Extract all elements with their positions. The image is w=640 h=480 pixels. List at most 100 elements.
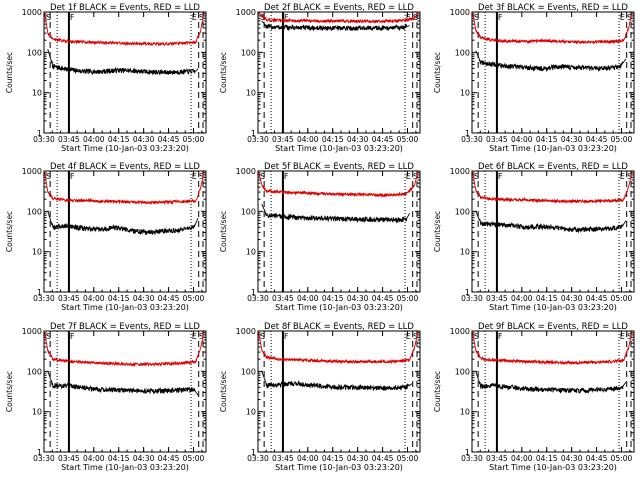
x-tick-label: 04:30: [133, 454, 155, 463]
start-marker-label: S: [474, 332, 479, 341]
axes-frame: [257, 170, 421, 293]
entry-marker-label: E: [406, 172, 411, 181]
flag-marker-label: F: [284, 172, 289, 181]
y-tick-label: 100: [241, 207, 256, 216]
x-tick-label: 04:00: [511, 294, 533, 303]
y-tick-label: 1: [37, 288, 42, 297]
flag-marker-label: F: [70, 172, 75, 181]
x-tick-label: 04:15: [536, 454, 558, 463]
x-tick-label: 04:15: [536, 135, 558, 144]
entry-marker-label: E: [406, 332, 411, 341]
end-marker-label: S: [413, 332, 418, 341]
panel-title: Det 1f BLACK = Events, RED = LLD: [50, 3, 200, 13]
start-marker-label: S: [260, 13, 265, 22]
x-tick-label: 04:00: [297, 294, 319, 303]
start-marker-label: S: [474, 13, 479, 22]
x-tick-label: 04:30: [347, 294, 369, 303]
x-tick-label: 04:45: [158, 294, 180, 303]
x-tick-label: 04:45: [372, 135, 394, 144]
lld-series-line: [472, 12, 633, 45]
x-tick-label: 04:30: [133, 135, 155, 144]
y-tick-label: 1: [465, 129, 470, 138]
panel-title: Det 8f BLACK = Events, RED = LLD: [264, 322, 414, 332]
y-tick-label: 1: [37, 448, 42, 457]
x-tick-label: 03:30: [247, 454, 269, 463]
x-axis-label: Start Time (10-Jan-03 03:23:20): [275, 463, 403, 472]
flag-marker-label: F: [284, 13, 289, 22]
end-marker-label: S: [627, 332, 632, 341]
x-tick-label: 04:15: [322, 454, 344, 463]
events-series-line: [261, 371, 413, 391]
end-marker-label: S: [413, 172, 418, 181]
x-tick-label: 03:45: [486, 135, 508, 144]
start-marker-label: S: [46, 332, 51, 341]
y-tick-label: 10: [246, 408, 256, 417]
x-axis-label: Start Time (10-Jan-03 03:23:20): [489, 463, 617, 472]
end-marker-label: S: [199, 13, 204, 22]
x-axis-label: Start Time (10-Jan-03 03:23:20): [61, 144, 189, 153]
panel-title: Det 7f BLACK = Events, RED = LLD: [50, 322, 200, 332]
x-tick-label: 03:30: [33, 294, 55, 303]
x-tick-label: 04:45: [372, 294, 394, 303]
events-series-line: [47, 211, 199, 235]
y-axis-label: Counts/sec: [5, 371, 14, 412]
lld-series-line: [44, 171, 205, 206]
x-tick-label: 03:30: [461, 294, 483, 303]
detector-panel-2: Det 2f BLACK = Events, RED = LLD 1 10 100 10…: [219, 3, 421, 153]
y-tick-label: 100: [455, 367, 470, 376]
x-tick-label: 03:45: [58, 454, 80, 463]
x-tick-label: 03:30: [247, 135, 269, 144]
flag-marker-label: F: [498, 13, 503, 22]
axes-frame: [257, 330, 421, 453]
y-tick-label: 100: [241, 48, 256, 57]
x-tick-label: 03:30: [33, 135, 55, 144]
x-tick-label: 04:30: [347, 454, 369, 463]
x-tick-label: 05:00: [183, 294, 205, 303]
events-series-line: [47, 371, 199, 396]
axes-frame: [43, 11, 207, 134]
start-marker-label: S: [46, 172, 51, 181]
axes-frame: [471, 330, 635, 453]
x-axis-label: Start Time (10-Jan-03 03:23:20): [61, 303, 189, 312]
end-marker-label: S: [627, 13, 632, 22]
detector-panel-8: Det 8f BLACK = Events, RED = LLD 1 10 100 10…: [219, 322, 421, 472]
x-tick-label: 04:00: [297, 135, 319, 144]
flag-marker-label: F: [70, 332, 75, 341]
y-axis-label: Counts/sec: [5, 211, 14, 252]
y-tick-label: 1: [465, 448, 470, 457]
end-marker-label: S: [199, 332, 204, 341]
y-tick-label: 10: [460, 89, 470, 98]
detector-panel-5: Det 5f BLACK = Events, RED = LLD 1 10 100 10…: [219, 162, 421, 312]
entry-marker-label: E: [192, 13, 197, 22]
x-tick-label: 04:30: [561, 135, 583, 144]
flag-marker-label: F: [498, 332, 503, 341]
x-axis-label: Start Time (10-Jan-03 03:23:20): [275, 144, 403, 153]
detector-panel-4: Det 4f BLACK = Events, RED = LLD 1 10 100 10…: [5, 162, 207, 312]
panel-title: Det 2f BLACK = Events, RED = LLD: [264, 3, 414, 13]
events-series-line: [475, 371, 627, 394]
start-marker-label: S: [260, 332, 265, 341]
y-tick-label: 1000: [22, 327, 42, 336]
panel-title: Det 5f BLACK = Events, RED = LLD: [264, 162, 414, 172]
events-series-line: [261, 204, 410, 224]
axes-frame: [43, 170, 207, 293]
detector-panel-1: Det 1f BLACK = Events, RED = LLD 1 10 100 10…: [5, 3, 207, 153]
y-tick-label: 1: [251, 448, 256, 457]
y-tick-label: 10: [246, 248, 256, 257]
x-tick-label: 04:00: [511, 454, 533, 463]
y-axis-label: Counts/sec: [433, 52, 442, 93]
x-tick-label: 05:00: [183, 135, 205, 144]
x-tick-label: 03:30: [247, 294, 269, 303]
y-tick-label: 1000: [236, 327, 256, 336]
y-tick-label: 1000: [236, 167, 256, 176]
x-tick-label: 03:45: [58, 294, 80, 303]
x-tick-label: 04:15: [536, 294, 558, 303]
lld-series-line: [472, 331, 633, 366]
flag-marker-label: F: [284, 332, 289, 341]
x-tick-label: 04:45: [586, 454, 608, 463]
x-tick-label: 03:45: [58, 135, 80, 144]
x-tick-label: 04:00: [83, 135, 105, 144]
y-tick-label: 100: [455, 207, 470, 216]
x-tick-label: 04:00: [83, 454, 105, 463]
x-tick-label: 05:00: [183, 454, 205, 463]
